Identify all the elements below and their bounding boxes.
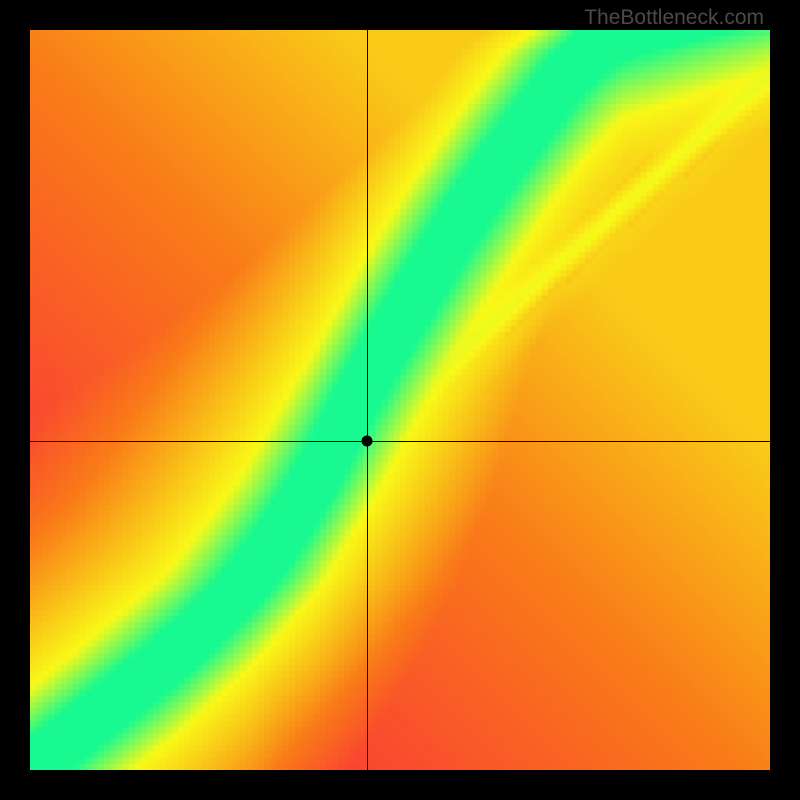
watermark-text: TheBottleneck.com [584,6,764,30]
crosshair-vertical [367,30,368,770]
heatmap-chart [30,30,770,770]
crosshair-marker-dot [361,435,372,446]
crosshair-horizontal [30,441,770,442]
heatmap-canvas [30,30,770,770]
